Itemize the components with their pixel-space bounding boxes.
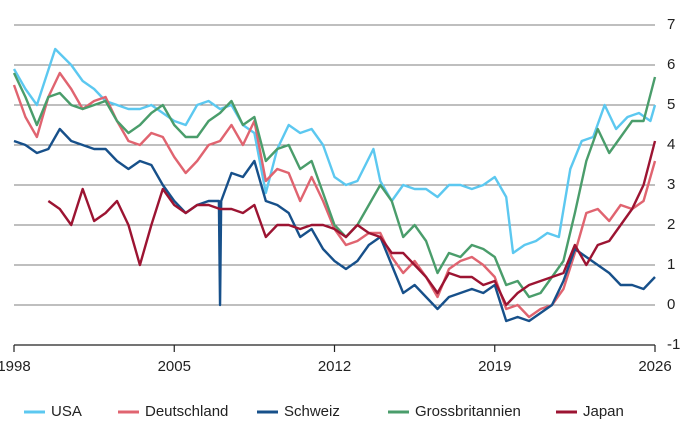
series-line [47, 140, 657, 307]
y-tick-label: -1 [667, 336, 680, 353]
series-line [13, 127, 656, 323]
y-tick-label: 1 [667, 256, 675, 273]
x-tick-label: 2019 [478, 358, 511, 375]
legend-label: Schweiz [284, 403, 340, 420]
legend-label: Japan [583, 403, 624, 420]
legend-label: USA [51, 403, 82, 420]
x-tick-label: 2026 [638, 358, 671, 375]
y-tick-label: 3 [667, 176, 675, 193]
y-tick-label: 0 [667, 296, 675, 313]
series-line [12, 72, 657, 299]
x-tick-label: 2005 [158, 358, 191, 375]
x-tick-label: 2012 [318, 358, 351, 375]
y-tick-label: 5 [667, 96, 675, 113]
y-tick-label: 7 [667, 16, 675, 33]
legend-label: Deutschland [145, 403, 228, 420]
series-line [12, 47, 657, 255]
x-tick-label: 1998 [0, 358, 31, 375]
y-tick-label: 6 [667, 56, 675, 73]
y-tick-label: 4 [667, 136, 675, 153]
legend-label: Grossbritannien [415, 403, 521, 420]
y-tick-label: 2 [667, 216, 675, 233]
